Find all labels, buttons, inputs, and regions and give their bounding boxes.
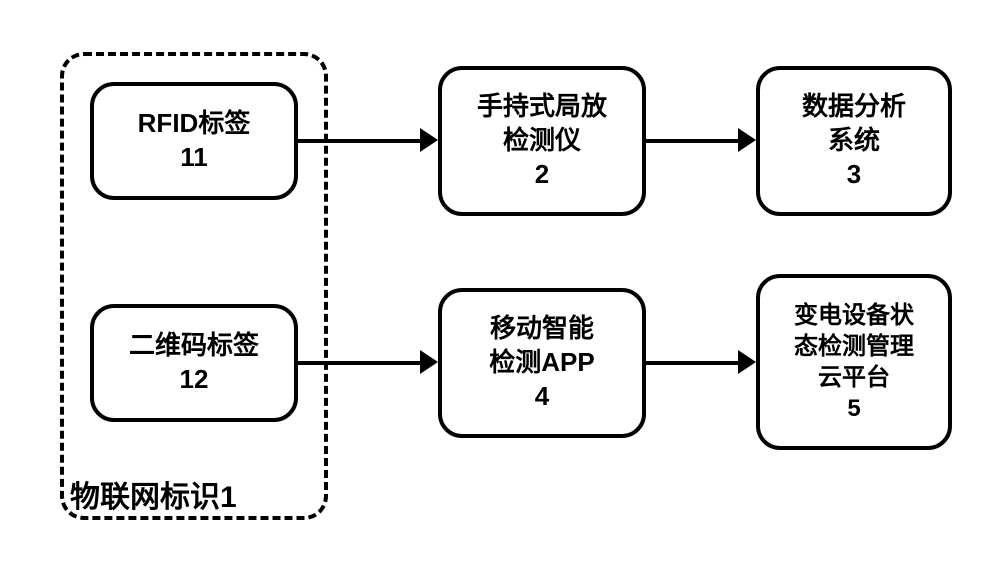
node-detector-text: 手持式局放 检测仪 2	[477, 90, 607, 191]
arrow-head-3	[738, 350, 756, 374]
node-analysis-text: 数据分析 系统 3	[802, 90, 906, 191]
node-cloud: 变电设备状 态检测管理 云平台 5	[756, 274, 952, 450]
arrow-line-0	[298, 139, 420, 143]
node-detector: 手持式局放 检测仪 2	[438, 66, 646, 216]
arrow-line-2	[298, 361, 420, 365]
arrow-head-2	[420, 350, 438, 374]
iot-group-label: 物联网标识1	[70, 472, 237, 516]
arrow-head-0	[420, 128, 438, 152]
node-cloud-text: 变电设备状 态检测管理 云平台 5	[794, 300, 914, 425]
node-analysis: 数据分析 系统 3	[756, 66, 952, 216]
node-rfid: RFID标签 11	[90, 82, 298, 200]
node-qrcode: 二维码标签 12	[90, 304, 298, 422]
node-app-text: 移动智能 检测APP 4	[489, 312, 594, 413]
arrow-line-3	[646, 361, 738, 365]
flowchart-diagram: 物联网标识1 RFID标签 11 二维码标签 12 手持式局放 检测仪 2 数据…	[40, 40, 960, 530]
arrow-line-1	[646, 139, 738, 143]
arrow-head-1	[738, 128, 756, 152]
node-qrcode-text: 二维码标签 12	[129, 329, 259, 397]
node-rfid-text: RFID标签 11	[138, 107, 251, 175]
node-app: 移动智能 检测APP 4	[438, 288, 646, 438]
